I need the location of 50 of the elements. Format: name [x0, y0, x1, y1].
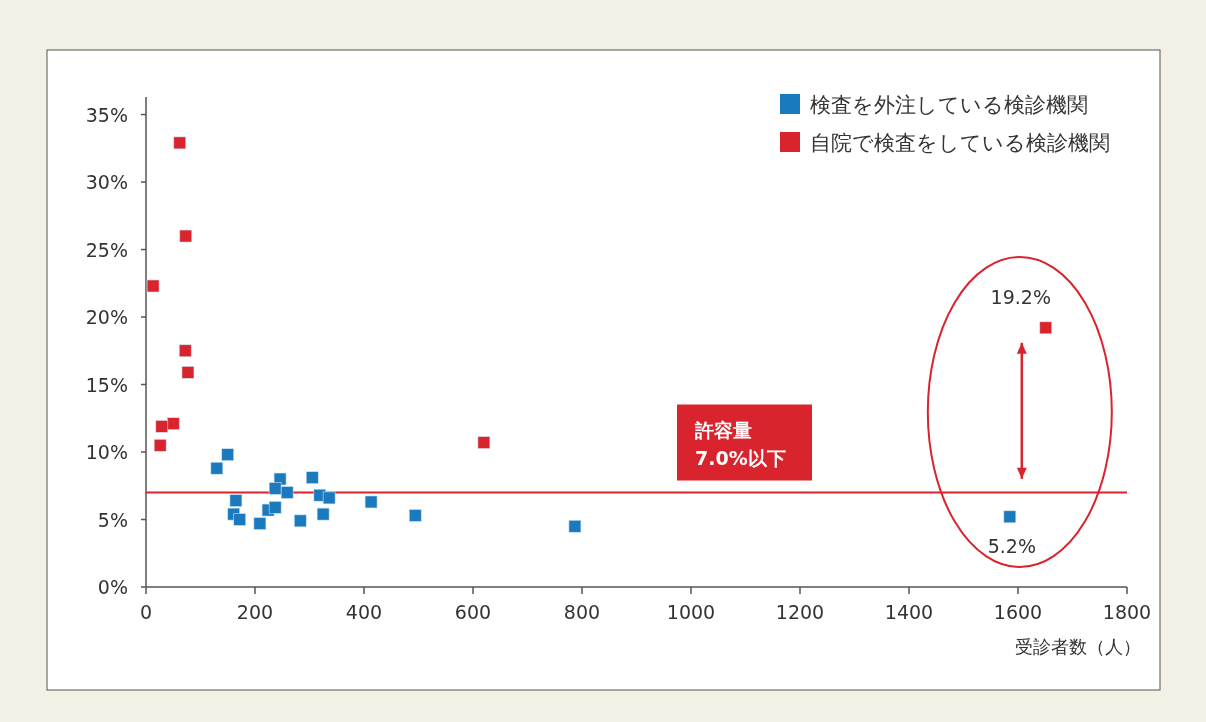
x-tick-label: 1200 [775, 601, 825, 623]
point [166, 417, 180, 430]
y-tick-label: 35% [85, 103, 128, 126]
x-tick-label: 1600 [993, 601, 1043, 623]
x-tick-label: 800 [563, 601, 601, 623]
point [322, 491, 336, 505]
point [1003, 510, 1017, 524]
legend-label: 自院で検査をしている検診機関 [810, 131, 1110, 155]
point [153, 438, 167, 452]
point [155, 420, 169, 433]
point [181, 366, 195, 379]
point [268, 501, 282, 514]
point [221, 448, 235, 462]
point [316, 507, 330, 521]
y-tick-label: 5% [97, 508, 128, 531]
point [173, 136, 187, 150]
y-tick-label: 0% [97, 576, 128, 598]
annotation: 19.2% [990, 285, 1051, 308]
point [268, 482, 282, 495]
point [179, 229, 193, 243]
point [1039, 321, 1053, 335]
point [293, 514, 307, 528]
legend-label: 検査を外注している検診機関 [810, 93, 1088, 117]
x-tick-label: 0 [139, 601, 153, 623]
point [233, 513, 247, 526]
point [477, 436, 491, 449]
annotation: 5.2% [987, 534, 1036, 557]
x-axis-title: 受診者数（人） [1015, 636, 1141, 657]
point [229, 494, 243, 507]
point [568, 519, 582, 533]
point [253, 517, 267, 530]
point [408, 509, 422, 522]
y-tick-label: 20% [85, 306, 128, 329]
point [146, 279, 160, 293]
x-tick-label: 200 [236, 601, 274, 623]
point [280, 486, 294, 499]
y-tick-label: 10% [85, 441, 128, 464]
y-tick-label: 15% [85, 373, 128, 396]
point [364, 495, 378, 509]
point [305, 471, 319, 484]
x-tick-label: 1800 [1102, 601, 1152, 623]
y-tick-label: 30% [85, 171, 128, 194]
x-tick-label: 400 [345, 601, 383, 623]
y-tick-label: 25% [85, 238, 128, 261]
point [178, 344, 192, 358]
x-tick-label: 1400 [884, 601, 934, 623]
point [210, 461, 224, 475]
x-tick-label: 600 [454, 601, 492, 623]
ref-line-label: 許容量 7.0%以下 [694, 418, 786, 469]
x-tick-label: 1000 [666, 601, 716, 623]
